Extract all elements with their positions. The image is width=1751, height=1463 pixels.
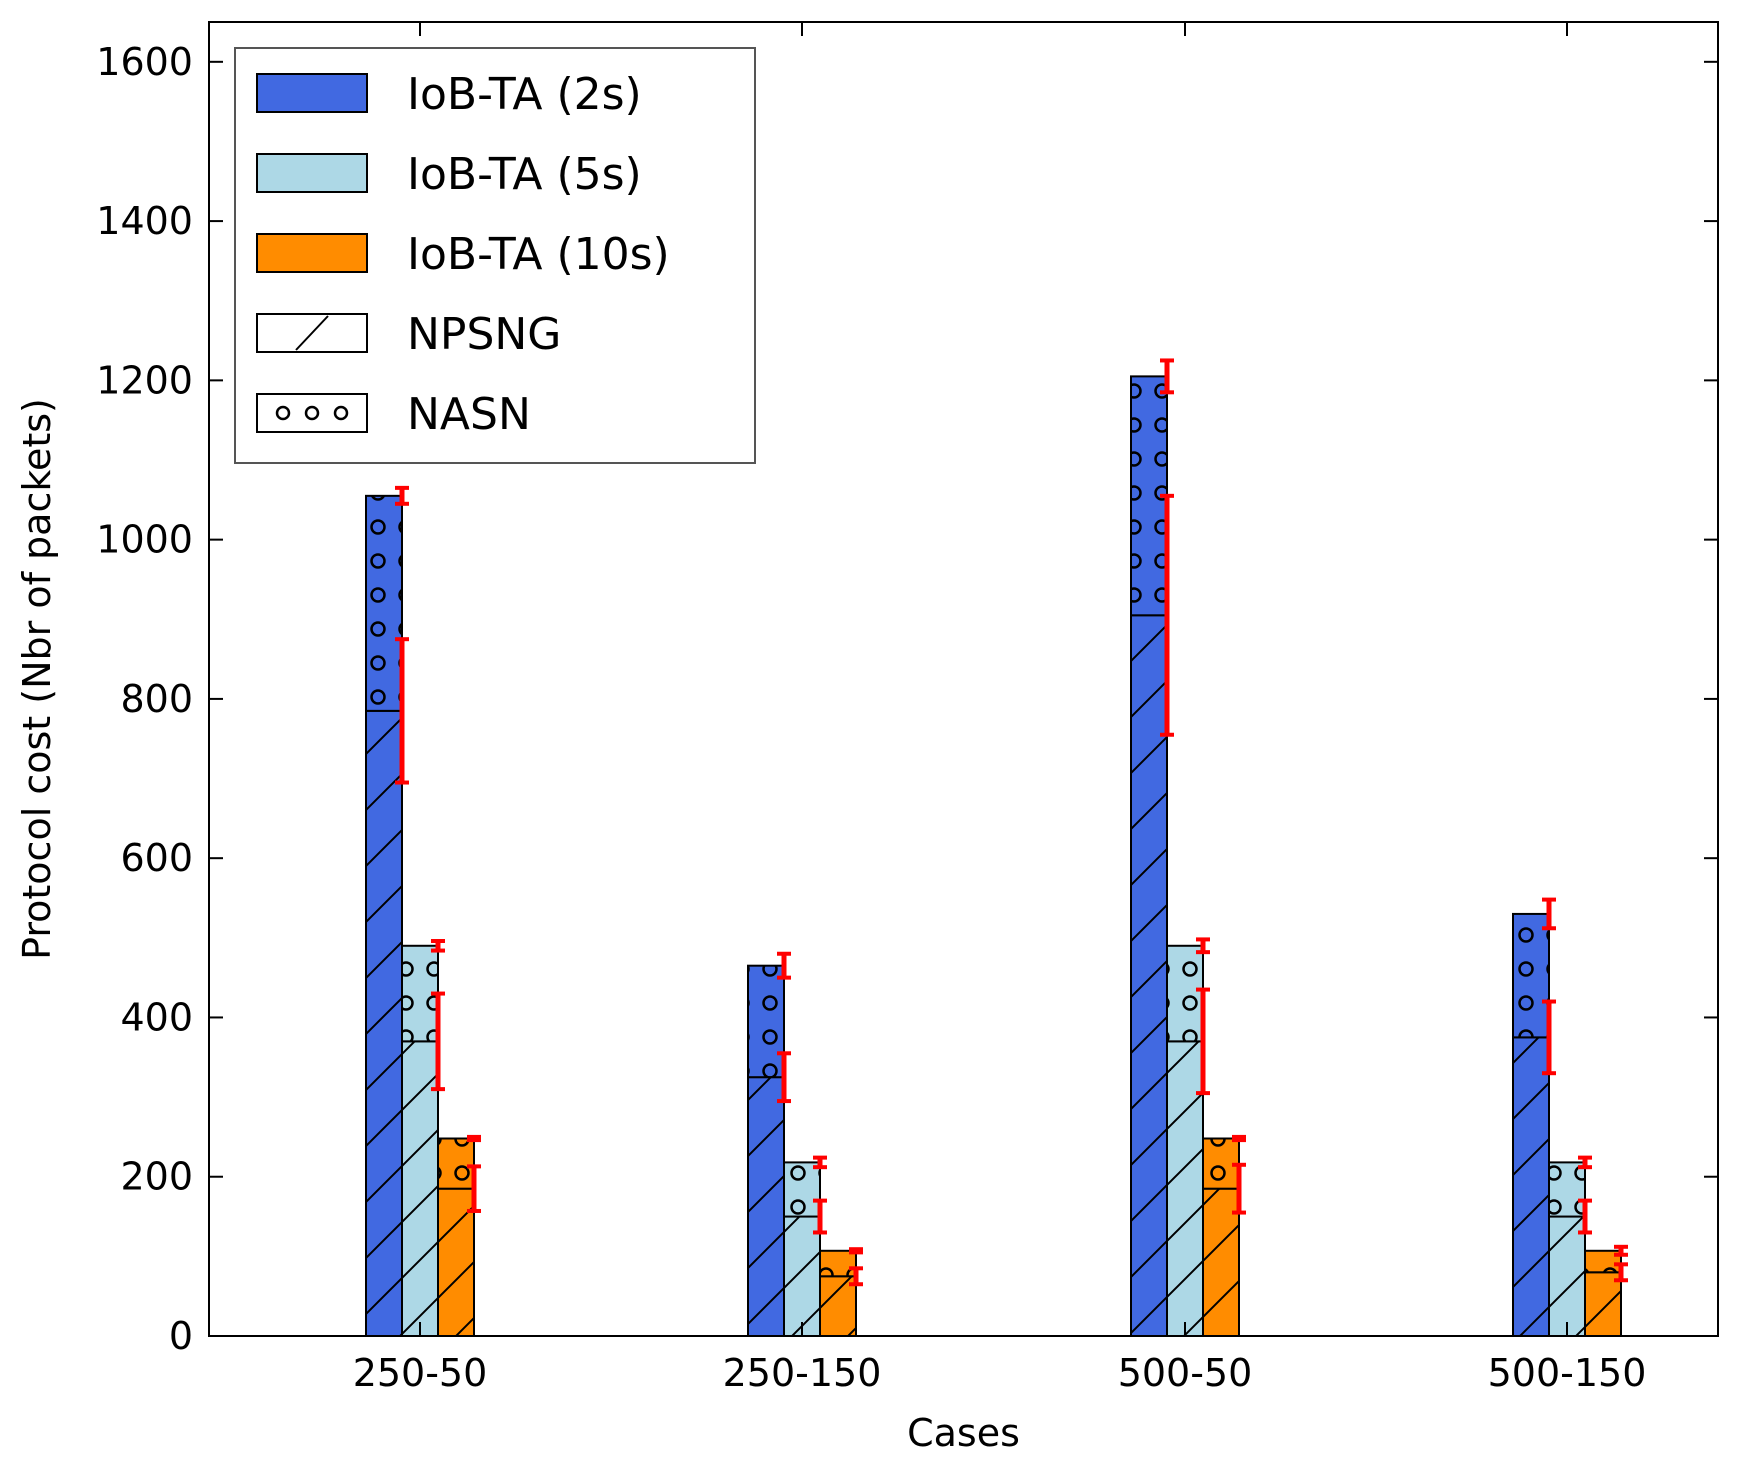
bar-npsng-hatch-250-150-1	[783, 1215, 821, 1337]
errorbar-npsng-250-50-1	[431, 991, 445, 1092]
bar-nasn-dots-500-150-0	[1512, 912, 1550, 1039]
errorbar-total-250-50-0	[395, 485, 409, 506]
ytick-label: 1600	[96, 40, 193, 84]
legend-entry: NASN	[256, 389, 531, 440]
legend-dot-2	[333, 405, 349, 421]
legend-swatch	[256, 153, 368, 193]
errorbar-total-500-150-2	[1614, 1244, 1628, 1257]
ytick-label: 800	[120, 677, 193, 721]
ytick-label: 400	[120, 995, 193, 1039]
ytick-label: 1200	[96, 358, 193, 402]
bar-nasn-dots-500-150-2	[1584, 1249, 1622, 1274]
errorbar-npsng-500-50-1	[1196, 987, 1210, 1096]
bar-npsng-hatch-250-50-1	[401, 1040, 439, 1337]
plot-frame	[208, 21, 1719, 1337]
errorbar-npsng-250-50-2	[467, 1164, 481, 1213]
legend-entry: NPSNG	[256, 309, 561, 360]
xtick-label: 500-50	[1118, 1351, 1253, 1395]
legend-label: IoB-TA (2s)	[407, 69, 642, 120]
errorbar-total-250-150-0	[777, 951, 791, 980]
errorbar-npsng-500-50-0	[1160, 493, 1174, 737]
legend-dot-0	[275, 405, 291, 421]
bar-nasn-dots-500-150-1	[1548, 1161, 1586, 1218]
y-axis-label: Protocol cost (Nbr of packets)	[15, 398, 59, 960]
bar-nasn-dots-250-50-2	[437, 1137, 475, 1190]
legend-entry: IoB-TA (2s)	[256, 69, 642, 120]
ytick-label: 200	[120, 1155, 193, 1199]
bar-nasn-dots-250-50-0	[365, 494, 403, 712]
errorbar-total-500-150-1	[1578, 1155, 1592, 1170]
legend-swatch-dots	[256, 393, 368, 433]
legend-label: IoB-TA (5s)	[407, 149, 642, 200]
bar-npsng-hatch-250-50-0	[365, 709, 403, 1337]
legend-entry: IoB-TA (5s)	[256, 149, 642, 200]
errorbar-total-500-50-2	[1232, 1134, 1246, 1143]
xtick-label: 500-150	[1488, 1351, 1647, 1395]
bar-nasn-dots-250-150-2	[819, 1249, 857, 1278]
errorbar-npsng-250-150-2	[849, 1266, 863, 1287]
legend-hatch-stroke	[295, 315, 329, 351]
errorbar-total-250-150-2	[849, 1247, 863, 1255]
xtick-label: 250-50	[353, 1351, 488, 1395]
bar-nasn-dots-250-150-1	[783, 1161, 821, 1218]
bar-npsng-hatch-500-50-0	[1130, 614, 1168, 1337]
errorbar-npsng-500-150-1	[1578, 1198, 1592, 1235]
bar-npsng-hatch-500-150-0	[1512, 1036, 1550, 1337]
legend-swatch	[256, 73, 368, 113]
bar-nasn-dots-250-150-0	[747, 964, 785, 1079]
errorbar-total-250-150-1	[813, 1155, 827, 1170]
errorbar-npsng-250-150-0	[777, 1051, 791, 1104]
bar-npsng-hatch-500-150-2	[1584, 1271, 1622, 1337]
legend-label: NASN	[407, 389, 531, 440]
bar-nasn-dots-500-50-1	[1166, 944, 1204, 1043]
errorbar-total-500-50-0	[1160, 358, 1174, 395]
errorbar-total-500-150-0	[1542, 897, 1556, 931]
legend-label: IoB-TA (10s)	[407, 229, 670, 280]
legend-entry: IoB-TA (10s)	[256, 229, 670, 280]
bar-npsng-hatch-500-50-1	[1166, 1040, 1204, 1337]
ytick-label: 0	[169, 1314, 193, 1358]
legend-dot-1	[304, 405, 320, 421]
errorbar-npsng-500-150-0	[1542, 999, 1556, 1076]
errorbar-total-500-50-1	[1196, 937, 1210, 955]
bar-npsng-hatch-250-150-0	[747, 1076, 785, 1337]
errorbar-npsng-500-150-2	[1614, 1262, 1628, 1283]
ytick-label: 1400	[96, 199, 193, 243]
x-axis-label: Cases	[907, 1411, 1020, 1455]
xtick-label: 250-150	[723, 1351, 882, 1395]
ytick-label: 600	[120, 836, 193, 880]
errorbar-total-250-50-1	[431, 939, 445, 953]
errorbar-total-250-50-2	[467, 1134, 481, 1143]
legend-label: NPSNG	[407, 309, 561, 360]
legend-swatch	[256, 233, 368, 273]
ytick-label: 1000	[96, 518, 193, 562]
errorbar-npsng-250-50-0	[395, 637, 409, 785]
errorbar-npsng-250-150-1	[813, 1198, 827, 1235]
errorbar-npsng-500-50-2	[1232, 1162, 1246, 1215]
